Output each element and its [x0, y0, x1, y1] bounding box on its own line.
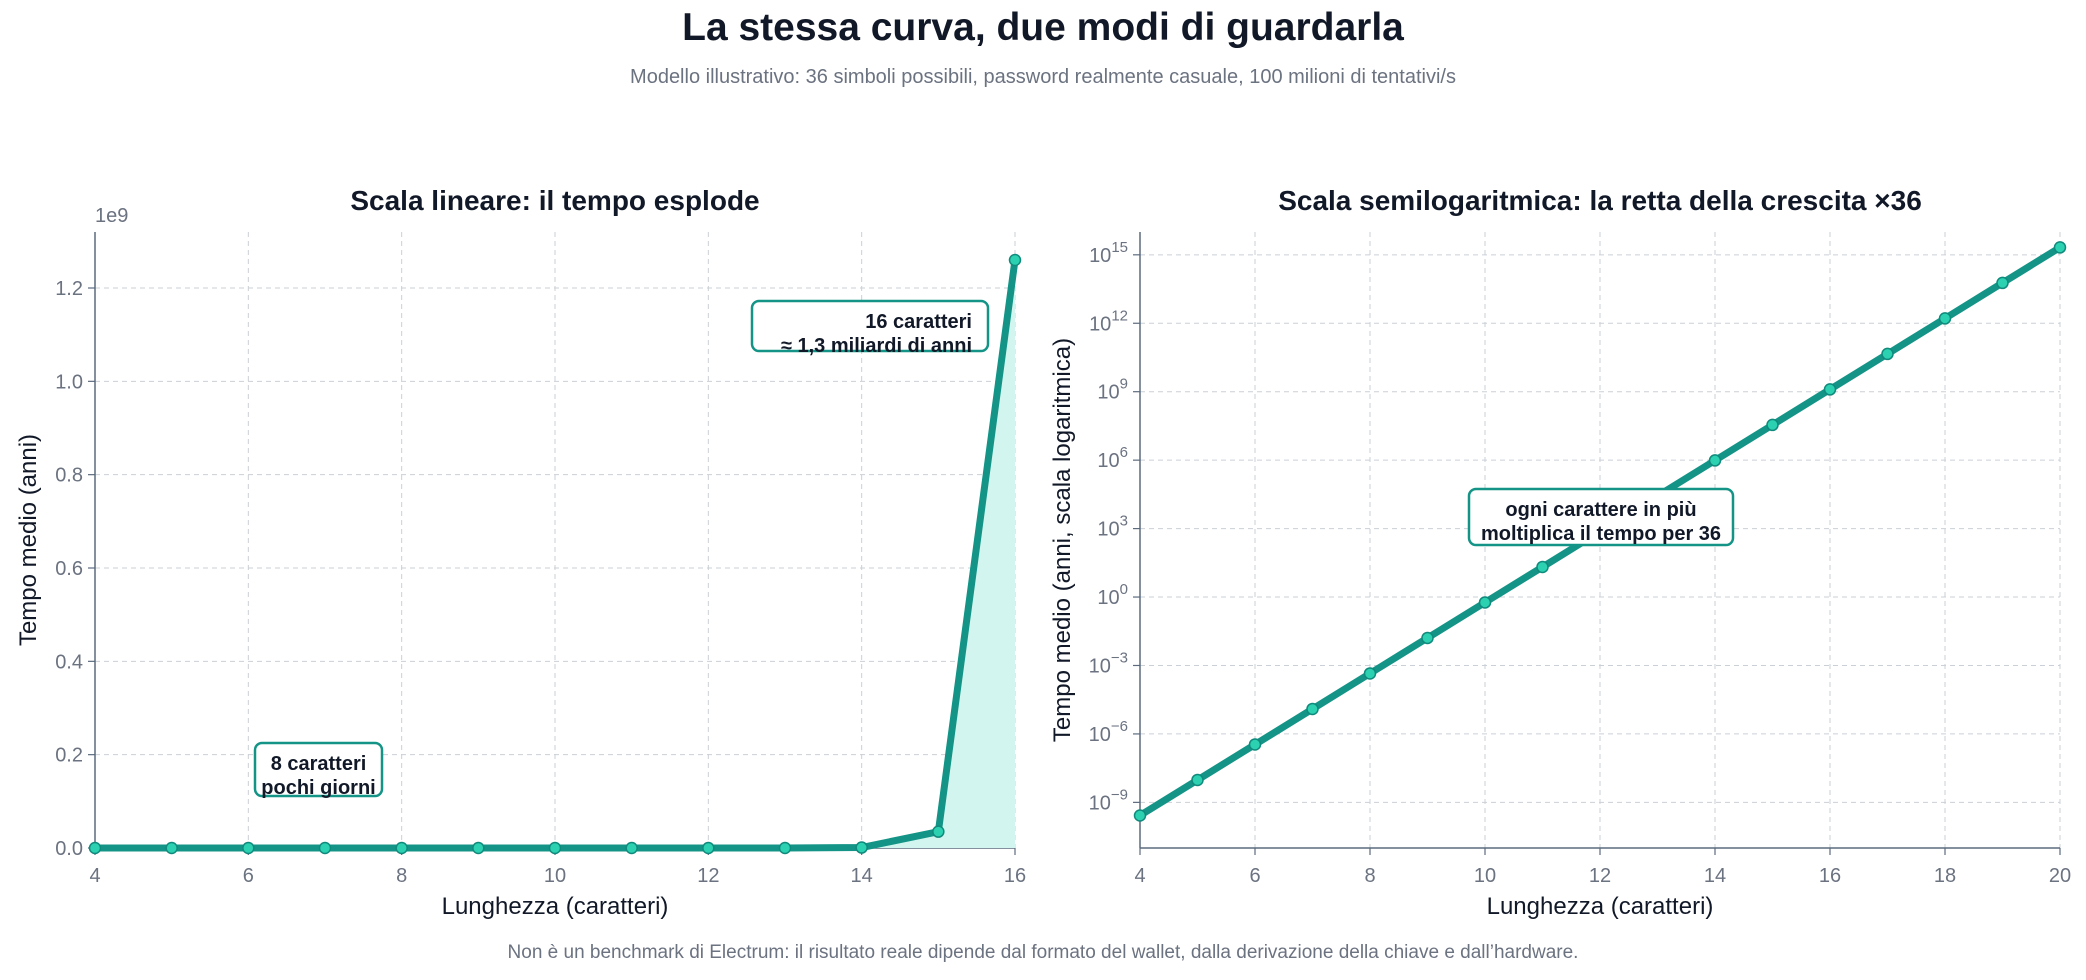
x-tick-label: 6: [1249, 865, 1260, 887]
data-point: [932, 825, 945, 838]
x-tick-label: 14: [1704, 865, 1726, 887]
annotation-box: [1467, 487, 1735, 547]
annotation: 16 caratteri≈ 1,3 miliardi di anni: [750, 299, 990, 357]
data-point: [855, 841, 868, 854]
y-axis-label: Tempo medio (anni, scala logaritmica): [1049, 338, 1076, 742]
y-tick-label: 1.2: [55, 278, 83, 300]
data-point: [702, 841, 715, 855]
y-tick-label: 100: [1097, 581, 1128, 609]
x-tick-label: 14: [851, 865, 873, 887]
data-point: [1421, 631, 1434, 645]
data-point: [1881, 347, 1894, 361]
data-point: [1133, 809, 1147, 822]
chart-title: Scala semilogaritmica: la retta della cr…: [1278, 185, 1922, 216]
data-point: [395, 841, 408, 855]
annotation-text: ≈ 1,3 miliardi di anni: [781, 335, 972, 357]
x-tick-label: 16: [1004, 865, 1026, 887]
y-tick-label: 0.2: [55, 745, 83, 767]
x-tick-label: 10: [1474, 865, 1496, 887]
y-tick-label: 103: [1097, 513, 1128, 541]
data-point: [548, 841, 562, 855]
y-offset-label: 1e9: [95, 205, 128, 227]
page-title: La stessa curva, due modi di guardarla: [682, 6, 1404, 49]
x-tick-label: 10: [544, 865, 566, 887]
data-point: [1008, 253, 1022, 267]
page-subtitle: Modello illustrativo: 36 simboli possibi…: [630, 66, 1456, 88]
data-point: [472, 841, 485, 855]
data-point: [318, 841, 332, 855]
data-point: [1536, 560, 1549, 574]
data-point: [778, 841, 792, 855]
y-tick-label: 0.4: [55, 651, 83, 673]
x-tick-label: 16: [1819, 865, 1841, 887]
annotation-text: ogni carattere in più: [1505, 499, 1696, 521]
x-tick-label: 4: [1134, 865, 1145, 887]
data-point: [1938, 312, 1952, 325]
data-point: [1306, 702, 1319, 716]
data-point: [1766, 418, 1779, 432]
data-point: [1823, 383, 1837, 396]
data-point: [2053, 241, 2067, 254]
annotation-text: moltiplica il tempo per 36: [1481, 523, 1721, 545]
y-tick-label: 0.6: [55, 558, 83, 580]
x-tick-label: 8: [396, 865, 407, 887]
linear-chart: Scala lineare: il tempo esplode 4 6 8 10 12 14…: [15, 185, 1026, 920]
x-tick-label: 8: [1364, 865, 1375, 887]
y-tick-label: 1015: [1089, 239, 1128, 267]
x-tick-label: 12: [1589, 865, 1611, 887]
data-point: [1191, 773, 1204, 787]
y-tick-label: 10−3: [1089, 649, 1128, 677]
y-tick-label: 1.0: [55, 371, 83, 393]
y-tick-label: 0.8: [55, 465, 83, 487]
y-tick-label: 1012: [1089, 307, 1128, 335]
x-axis-label: Lunghezza (caratteri): [1487, 893, 1714, 920]
annotation-box: [750, 299, 990, 353]
x-tick-label: 4: [89, 865, 100, 887]
data-point: [625, 841, 638, 855]
data-point: [88, 841, 102, 855]
data-point: [1708, 454, 1722, 467]
data-point: [1478, 596, 1492, 609]
data-point: [1363, 667, 1377, 680]
x-axis-label: Lunghezza (caratteri): [442, 893, 669, 920]
y-tick-label: 10−9: [1089, 786, 1128, 814]
x-tick-label: 6: [243, 865, 254, 887]
y-tick-label: 0.0: [55, 838, 83, 860]
data-point: [1996, 276, 2009, 290]
data-point: [1248, 738, 1262, 751]
y-tick-label: 109: [1097, 376, 1128, 404]
annotation-box: [253, 741, 384, 798]
annotation-text: pochi giorni: [261, 777, 375, 799]
x-tick-label: 20: [2049, 865, 2071, 887]
x-tick-label: 18: [1934, 865, 1956, 887]
y-axis-label: Tempo medio (anni): [15, 434, 42, 646]
y-tick-label: 106: [1097, 444, 1128, 472]
y-tick-label: 10−6: [1089, 718, 1128, 746]
chart-title: Scala lineare: il tempo esplode: [350, 185, 759, 216]
x-tick-label: 12: [697, 865, 719, 887]
footnote: Non è un benchmark di Electrum: il risul…: [507, 942, 1579, 963]
data-point: [242, 841, 255, 855]
annotation-text: 16 caratteri: [865, 311, 972, 333]
data-point: [165, 841, 178, 855]
semilog-chart: Scala semilogaritmica: la retta della cr…: [1049, 185, 2071, 920]
annotation-text: 8 caratteri: [271, 753, 367, 775]
